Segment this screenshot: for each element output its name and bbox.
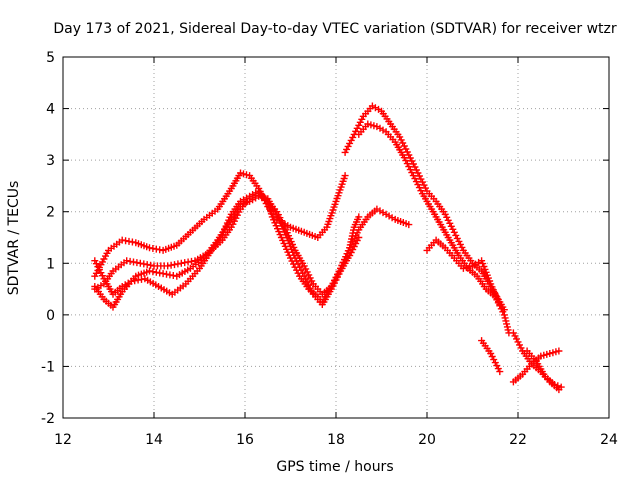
data-markers [478,337,504,376]
y-tick-label: 5 [46,50,55,66]
y-tick-label: -2 [41,411,55,427]
data-markers [523,347,565,391]
y-tick-label: 4 [46,102,55,118]
x-tick-label: 16 [236,432,254,448]
grid [63,57,609,418]
series-track-7 [423,236,504,308]
data-markers [423,236,504,308]
x-tick-label: 18 [327,432,345,448]
x-tick-label: 22 [509,432,527,448]
y-tick-label: 3 [46,153,55,169]
series-track-4 [91,192,363,311]
data-series [91,102,565,394]
y-tick-label: 2 [46,205,55,221]
x-axis-label: GPS time / hours [276,459,393,475]
x-tick-label: 12 [54,432,72,448]
y-tick-label: 0 [46,308,55,324]
x-tick-label: 24 [600,432,618,448]
y-tick-label: -1 [41,359,55,375]
chart-title: Day 173 of 2021, Sidereal Day-to-day VTE… [53,21,617,37]
series-track-11 [523,347,565,391]
data-markers [91,192,363,311]
x-tick-label: 14 [145,432,163,448]
series-track-8 [478,337,504,376]
x-tick-label: 20 [418,432,436,448]
y-tick-label: 1 [46,256,55,272]
y-axis-label: SDTVAR / TECUs [6,181,22,296]
